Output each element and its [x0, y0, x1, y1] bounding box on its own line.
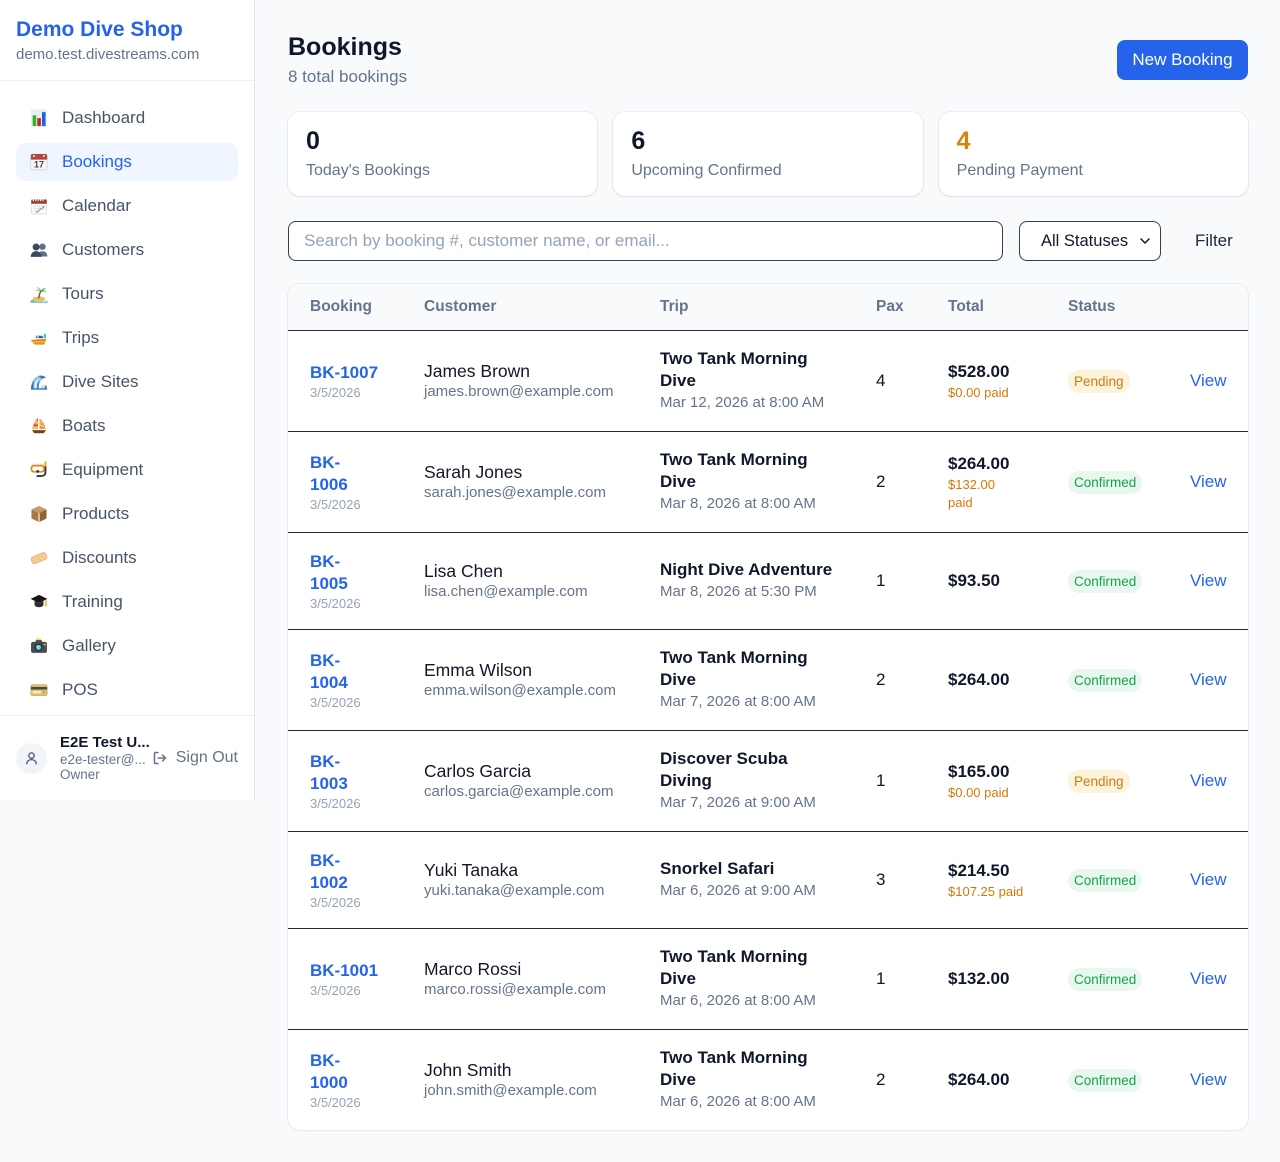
- svg-text:17: 17: [34, 159, 44, 169]
